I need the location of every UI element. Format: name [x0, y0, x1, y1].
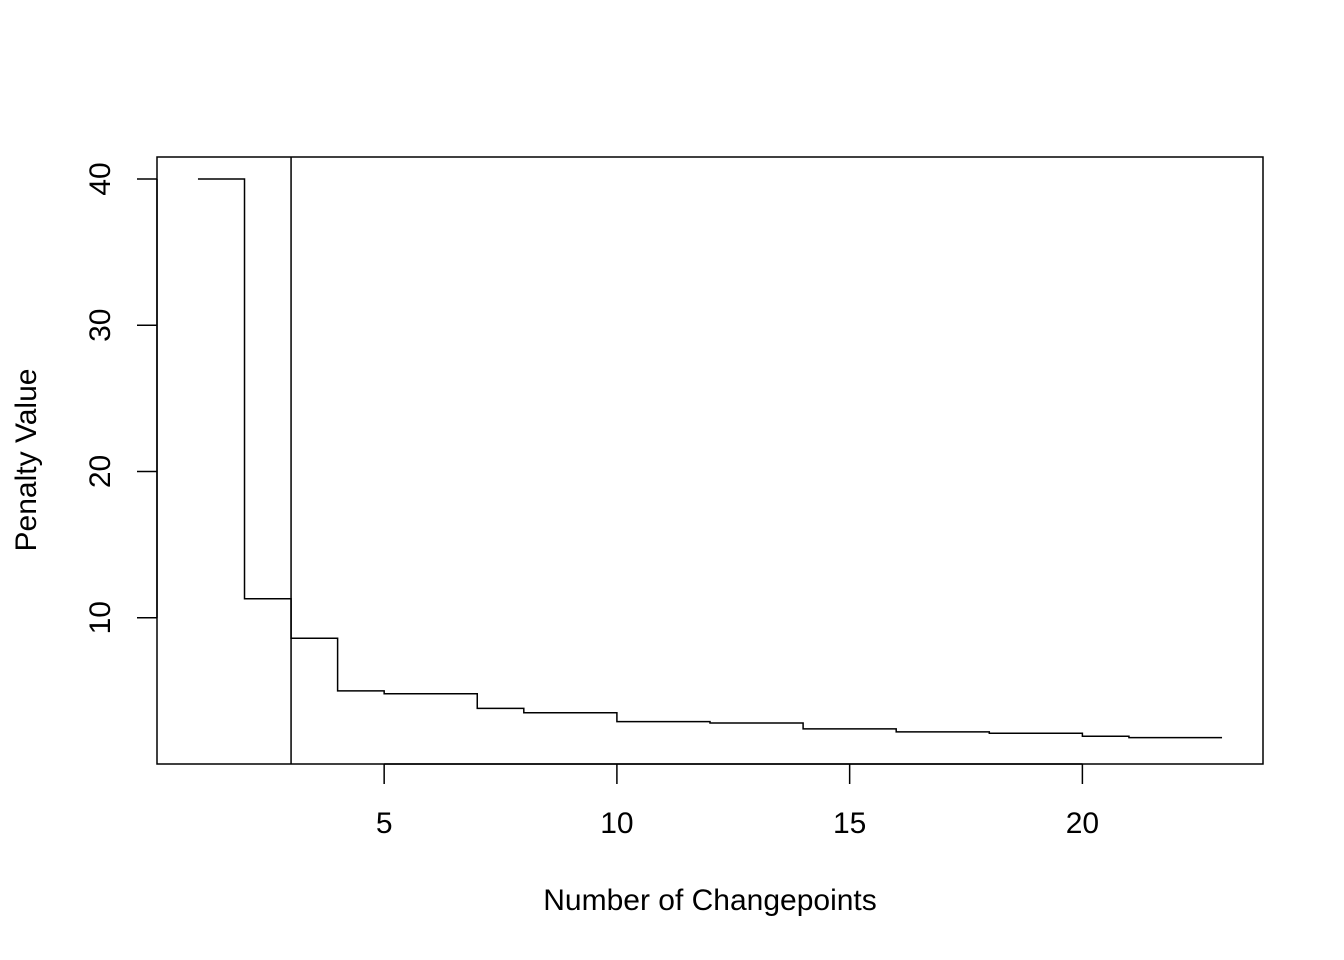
x-tick-label: 15 [833, 807, 866, 840]
plot-marks [197, 157, 1223, 764]
y-axis: 10 20 30 40 [84, 162, 158, 634]
x-tick-label: 20 [1066, 807, 1099, 840]
plot-frame [156, 156, 1264, 765]
y-tick-label: 10 [84, 601, 117, 634]
x-tick-label: 10 [600, 807, 633, 840]
x-axis-title: Number of Changepoints [543, 884, 877, 917]
y-tick-label: 40 [84, 162, 117, 195]
y-tick-label: 20 [84, 455, 117, 488]
penalty-step-line [197, 178, 1223, 739]
x-axis: 5 10 15 20 [376, 763, 1099, 840]
y-axis-title: Penalty Value [10, 369, 43, 552]
y-tick-label: 30 [84, 309, 117, 342]
x-tick-label: 5 [376, 807, 393, 840]
